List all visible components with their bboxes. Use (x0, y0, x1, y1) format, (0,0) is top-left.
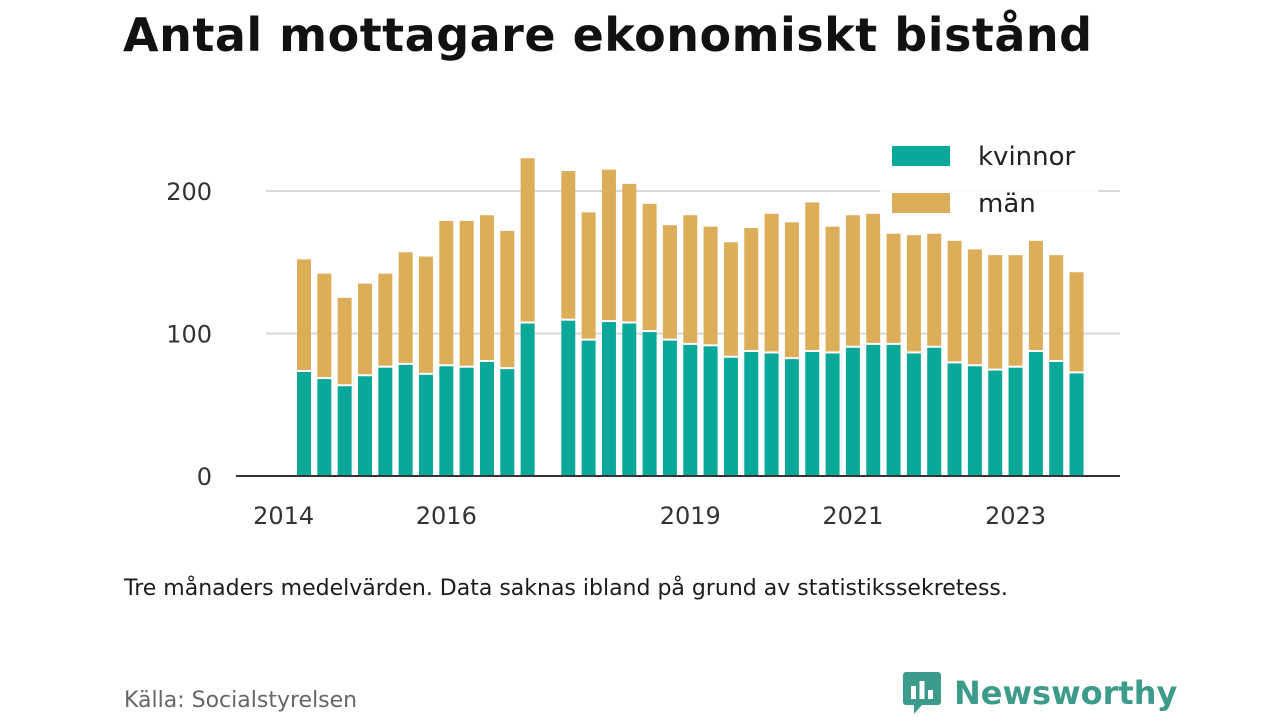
bar-kvinnor (642, 332, 657, 476)
bar-kvinnor (1028, 352, 1043, 476)
bar-kvinnor (764, 353, 779, 476)
bar-man (764, 213, 779, 352)
bar-man (439, 220, 454, 365)
bar-kvinnor (337, 386, 352, 476)
bar-kvinnor (906, 353, 921, 476)
chart-note: Tre månaders medelvärden. Data saknas ib… (124, 576, 1008, 601)
y-tick-label: 200 (166, 178, 212, 206)
bar-man (662, 225, 677, 339)
bar-man (683, 215, 698, 343)
bar-man (1069, 272, 1084, 372)
brand-logo[interactable]: Newsworthy (902, 670, 1177, 716)
bar-kvinnor (561, 320, 576, 476)
bar-kvinnor (927, 347, 942, 476)
brand-name: Newsworthy (954, 674, 1178, 712)
bar-kvinnor (1069, 373, 1084, 476)
bar-man (561, 171, 576, 319)
bar-man (601, 169, 616, 321)
bar-man (459, 220, 474, 366)
bar-kvinnor (805, 352, 820, 476)
bar-kvinnor (723, 357, 738, 476)
bar-kvinnor (622, 323, 637, 476)
bar-man (886, 233, 901, 343)
y-tick-label: 100 (166, 321, 212, 349)
bar-man (1028, 240, 1043, 351)
bar-kvinnor (988, 370, 1003, 476)
bar-kvinnor (683, 344, 698, 476)
bar-kvinnor (439, 366, 454, 476)
bar-kvinnor (1049, 362, 1064, 476)
bar-man (947, 240, 962, 362)
bar-man (622, 183, 637, 322)
bar-kvinnor (947, 363, 962, 476)
bar-kvinnor (601, 322, 616, 476)
bar-kvinnor (866, 344, 881, 476)
bar-man (744, 228, 759, 351)
bar-man (967, 249, 982, 365)
bar-kvinnor (520, 323, 535, 476)
bar-kvinnor (825, 353, 840, 476)
bar-kvinnor (845, 347, 860, 476)
bar-kvinnor (1008, 367, 1023, 476)
x-tick-label: 2014 (253, 502, 314, 530)
bar-kvinnor (967, 366, 982, 476)
bar-man (378, 273, 393, 366)
bar-man (1049, 255, 1064, 360)
x-tick-label: 2019 (660, 502, 721, 530)
legend-label-man: män (978, 189, 1036, 219)
legend-label-kvinnor: kvinnor (978, 142, 1076, 172)
bar-man (357, 283, 372, 375)
bar-kvinnor (459, 367, 474, 476)
bar-kvinnor (357, 376, 372, 476)
bar-kvinnor (662, 340, 677, 476)
bar-man (723, 242, 738, 356)
bar-kvinnor (479, 362, 494, 476)
bar-man (479, 215, 494, 360)
bar-man (642, 203, 657, 331)
bar-man (581, 212, 596, 339)
bar-kvinnor (581, 340, 596, 476)
bar-man (805, 202, 820, 351)
bar-kvinnor (744, 352, 759, 476)
bar-kvinnor (418, 374, 433, 476)
bar-kvinnor (500, 369, 515, 476)
bar-man (784, 222, 799, 358)
bar-kvinnor (317, 379, 332, 476)
x-tick-label: 2023 (985, 502, 1046, 530)
bar-kvinnor (784, 359, 799, 476)
bar-man (418, 256, 433, 373)
newsworthy-logo-icon (903, 672, 941, 714)
x-tick-label: 2016 (416, 502, 477, 530)
bar-man (866, 213, 881, 343)
bar-kvinnor (703, 346, 718, 476)
bar-man (825, 226, 840, 352)
bar-man (398, 252, 413, 363)
bar-kvinnor (297, 371, 311, 476)
bar-man (1008, 255, 1023, 366)
bar-man (906, 235, 921, 352)
bar-man (845, 215, 860, 346)
bar-man (703, 226, 718, 345)
bar-man (500, 230, 515, 368)
bar-kvinnor (378, 367, 393, 476)
bar-man (927, 233, 942, 346)
x-tick-label: 2021 (822, 502, 883, 530)
legend-swatch-kvinnor (892, 146, 950, 166)
y-tick-label: 0 (197, 463, 212, 491)
bar-man (317, 273, 332, 378)
bar-man (297, 259, 311, 370)
bar-man (520, 158, 535, 322)
bar-man (988, 255, 1003, 369)
source-text: Källa: Socialstyrelsen (124, 688, 358, 713)
bar-kvinnor (886, 344, 901, 476)
chart-title: Antal mottagare ekonomiskt bistånd (123, 8, 1093, 62)
legend-swatch-man (892, 193, 950, 213)
bar-kvinnor (398, 364, 413, 476)
bar-man (337, 297, 352, 385)
